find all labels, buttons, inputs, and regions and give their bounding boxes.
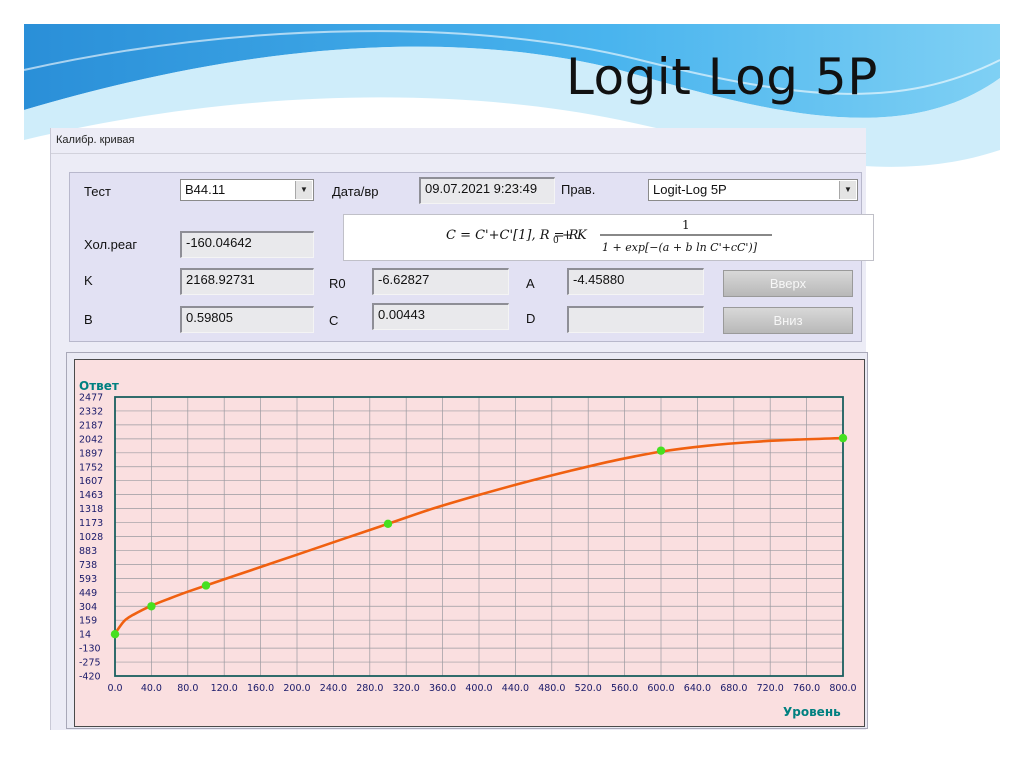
x-tick-label: 400.0 — [465, 683, 492, 694]
x-tick-label: 720.0 — [757, 683, 784, 694]
down-button[interactable]: Вниз — [723, 307, 853, 334]
test-label: Тест — [84, 184, 111, 199]
x-tick-label: 760.0 — [793, 683, 820, 694]
test-select-value: B44.11 — [185, 182, 226, 197]
test-select[interactable]: B44.11 ▼ — [180, 179, 314, 201]
x-tick-label: 240.0 — [320, 683, 347, 694]
x-tick-label: 80.0 — [177, 683, 198, 694]
x-tick-label: 440.0 — [502, 683, 529, 694]
y-tick-label: 593 — [79, 574, 97, 585]
y-tick-label: 2332 — [79, 406, 103, 417]
x-tick-label: 600.0 — [647, 683, 674, 694]
slide-title: Logit Log 5P — [566, 48, 878, 106]
rule-select-value: Logit-Log 5P — [653, 182, 727, 197]
title-divider — [51, 153, 866, 154]
parameters-panel: Тест B44.11 ▼ Дата/вр 09.07.2021 9:23:49… — [69, 172, 874, 342]
d-label: D — [526, 311, 536, 326]
y-tick-label: 159 — [79, 616, 97, 627]
calibration-point — [110, 630, 120, 639]
y-tick-label: -130 — [79, 644, 101, 655]
formula-graphic: C = C'+C'[1], R = R 0 + K 1 1 + exp[−(a … — [446, 218, 772, 254]
y-tick-label: 1173 — [79, 518, 103, 529]
y-tick-label: 883 — [79, 546, 97, 557]
up-button[interactable]: Вверх — [723, 270, 853, 297]
x-tick-label: 40.0 — [141, 683, 162, 694]
calibration-point — [838, 433, 848, 443]
rule-select[interactable]: Logit-Log 5P ▼ — [648, 179, 858, 201]
y-tick-label: -275 — [79, 658, 101, 669]
a-field: -4.45880 — [567, 268, 704, 295]
x-tick-label: 520.0 — [575, 683, 602, 694]
y-tick-label: -420 — [79, 672, 101, 683]
y-tick-label: 1318 — [79, 504, 103, 515]
c-label: C — [329, 313, 339, 328]
y-tick-label: 14 — [79, 630, 91, 641]
x-tick-label: 160.0 — [247, 683, 274, 694]
y-tick-labels: 2477 2332 2187 2042 1897 1752 1607 1463 1318 1173… — [79, 393, 103, 683]
formula-denominator: 1 + exp[−(a + b ln C'+cC')] — [602, 241, 758, 254]
x-tick-labels: 0.0 40.0 80.0 120.0 160.0 200.0 240.0 280.0 320.… — [107, 683, 856, 694]
formula-box: C = C'+C'[1], R = R 0 + K 1 1 + exp[−(a … — [343, 214, 874, 261]
b-field: 0.59805 — [180, 306, 314, 333]
chart-grid — [114, 396, 844, 677]
y-tick-label: 1897 — [79, 448, 103, 459]
y-axis-label: Ответ — [79, 379, 119, 393]
blank-reagent-field: -160.04642 — [180, 231, 314, 258]
calibration-chart: 2477 2332 2187 2042 1897 1752 1607 1463 1318 1173… — [79, 379, 857, 719]
blank-reagent-label: Хол.реаг — [84, 237, 138, 252]
formula-numerator: 1 — [682, 218, 690, 232]
k-field: 2168.92731 — [180, 268, 314, 295]
header-wave-white — [23, 30, 1001, 95]
calibration-point — [201, 581, 211, 590]
header-wave-dark — [24, 24, 1000, 118]
x-tick-label: 560.0 — [611, 683, 638, 694]
x-tick-label: 360.0 — [429, 683, 456, 694]
chart-frame: 2477 2332 2187 2042 1897 1752 1607 1463 1318 1173… — [66, 352, 868, 729]
formula-lhs: C = C'+C'[1], R = R — [446, 228, 579, 243]
date-field: 09.07.2021 9:23:49 — [419, 177, 555, 204]
a-label: A — [526, 276, 535, 291]
y-tick-label: 2477 — [79, 393, 103, 404]
y-tick-label: 2042 — [79, 434, 103, 445]
x-tick-label: 480.0 — [538, 683, 565, 694]
b-label: B — [84, 312, 93, 327]
y-tick-label: 2187 — [79, 420, 103, 431]
y-tick-label: 1752 — [79, 462, 103, 473]
r0-field: -6.62827 — [372, 268, 509, 295]
x-tick-label: 800.0 — [829, 683, 856, 694]
x-tick-label: 0.0 — [107, 683, 122, 694]
formula-r0-subscript: 0 — [553, 236, 559, 246]
y-tick-label: 1463 — [79, 490, 103, 501]
x-tick-label: 320.0 — [393, 683, 420, 694]
x-tick-label: 280.0 — [356, 683, 383, 694]
y-tick-label: 1607 — [79, 476, 103, 487]
x-tick-label: 640.0 — [684, 683, 711, 694]
calibration-point — [656, 446, 666, 455]
x-tick-label: 200.0 — [283, 683, 310, 694]
chevron-down-icon[interactable]: ▼ — [839, 181, 856, 199]
window-title: Калибр. кривая — [56, 134, 135, 146]
x-tick-label: 120.0 — [211, 683, 238, 694]
y-tick-label: 738 — [79, 560, 97, 571]
d-field — [567, 306, 704, 333]
plot-border — [114, 396, 844, 677]
x-tick-label: 680.0 — [720, 683, 747, 694]
y-tick-label: 449 — [79, 588, 97, 599]
y-tick-label: 1028 — [79, 532, 103, 543]
date-label: Дата/вр — [332, 184, 379, 199]
k-label: K — [84, 273, 93, 288]
calibration-curve-window: Калибр. кривая Тест B44.11 ▼ Дата/вр 09.… — [50, 128, 874, 730]
x-axis-label: Уровень — [783, 705, 841, 719]
r0-label: R0 — [329, 276, 346, 291]
calibration-points — [110, 433, 848, 639]
formula-plus-k: + K — [562, 228, 588, 243]
chevron-down-icon[interactable]: ▼ — [295, 181, 312, 199]
calibration-point — [147, 602, 156, 611]
y-tick-label: 304 — [79, 602, 97, 613]
c-field: 0.00443 — [372, 303, 509, 330]
calibration-point — [383, 519, 393, 529]
chart-plot-area: 2477 2332 2187 2042 1897 1752 1607 1463 1318 1173… — [74, 359, 865, 727]
rule-label: Прав. — [561, 182, 596, 197]
